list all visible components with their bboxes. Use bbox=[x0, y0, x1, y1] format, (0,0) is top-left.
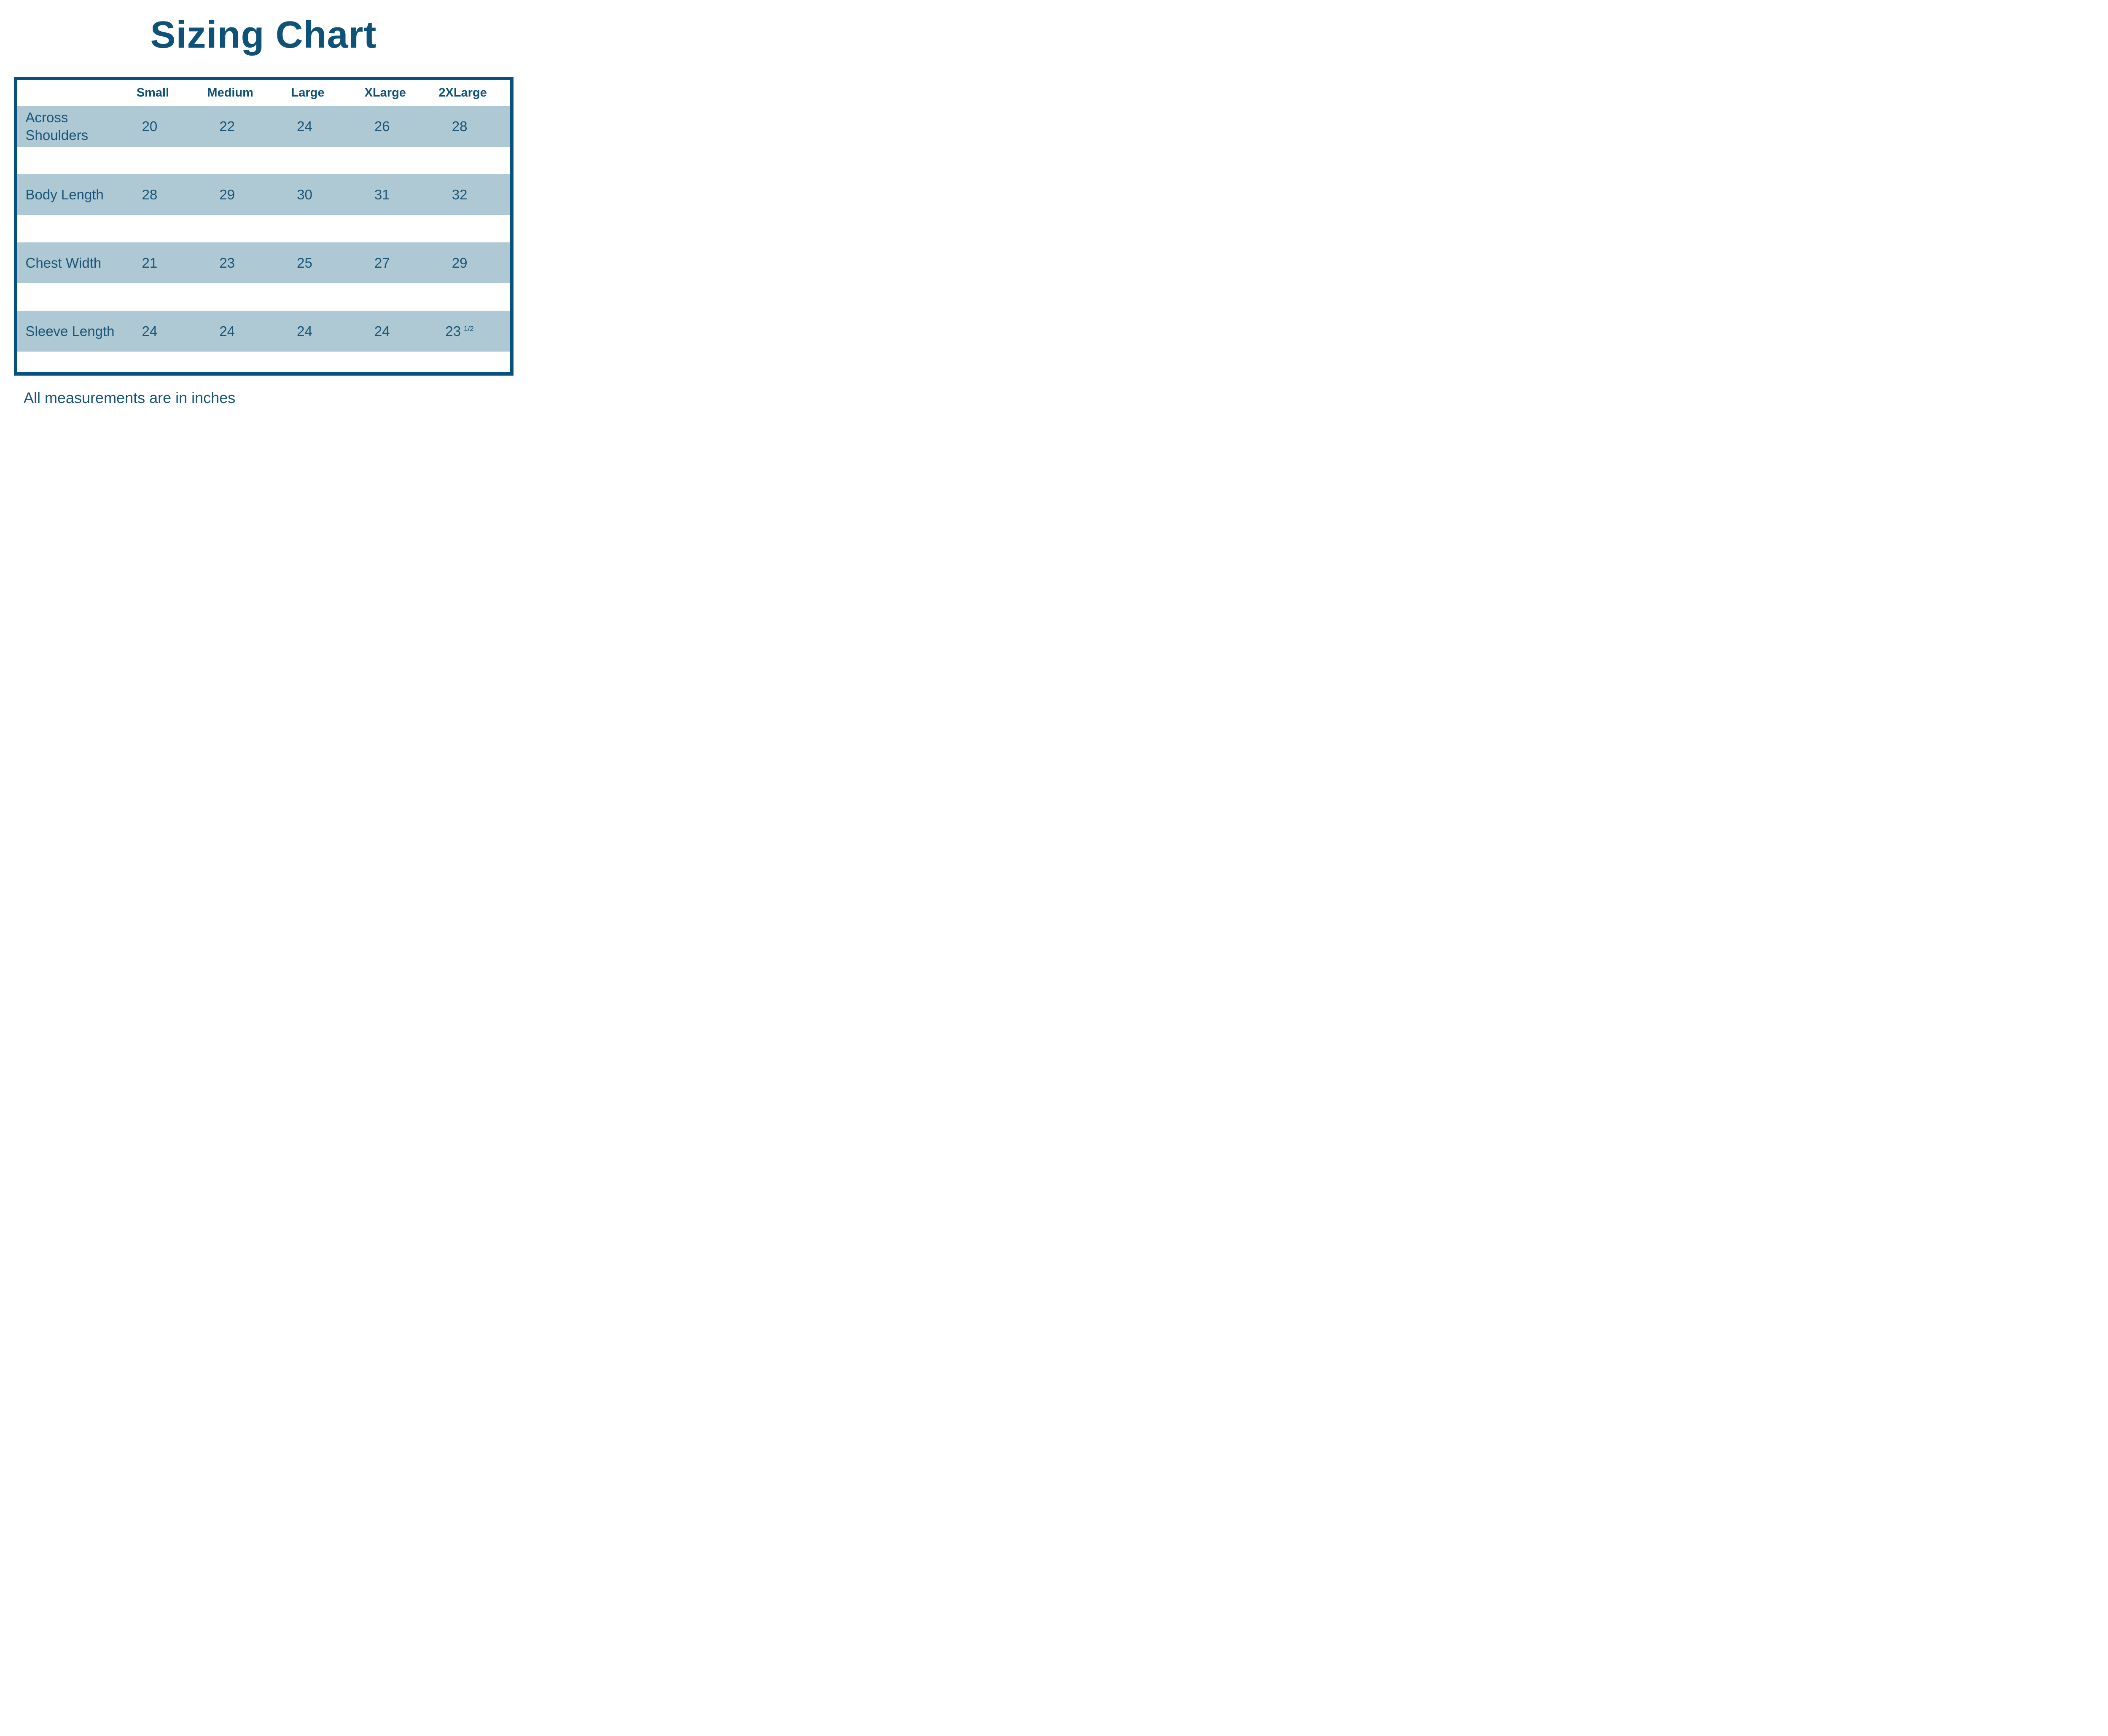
row-label: Body Length bbox=[25, 186, 104, 202]
size-cell: 24 bbox=[297, 323, 312, 339]
size-cell: 20 bbox=[142, 118, 158, 134]
footer-note: All measurements are in inches bbox=[24, 389, 236, 406]
column-header-medium: Medium bbox=[207, 86, 253, 99]
sizing-chart-page: Sizing Chart Small Medium Large XLarge 2… bbox=[0, 0, 527, 434]
size-cell: 24 bbox=[297, 118, 312, 134]
size-cell-fraction: 1/2 bbox=[464, 324, 474, 333]
size-cell: 29 bbox=[452, 255, 468, 271]
size-cell: 28 bbox=[142, 186, 158, 202]
column-header-large: Large bbox=[291, 86, 325, 99]
size-cell: 22 bbox=[219, 118, 235, 134]
size-cell: 27 bbox=[374, 255, 390, 271]
size-cell: 31 bbox=[374, 186, 390, 202]
size-cell: 28 bbox=[452, 118, 468, 134]
size-cell: 24 bbox=[374, 323, 390, 339]
size-cell: 32 bbox=[452, 186, 468, 202]
spacer-row bbox=[17, 283, 510, 311]
size-cell: 24 bbox=[142, 323, 158, 339]
row-label: Sleeve Length bbox=[25, 323, 115, 339]
spacer-row bbox=[17, 147, 510, 174]
spacer-row-bottom bbox=[17, 352, 510, 372]
size-cell-with-fraction: 23 1/2 bbox=[433, 323, 510, 339]
table-header-row: Small Medium Large XLarge 2XLarge bbox=[17, 80, 510, 106]
table-row-across-shoulders: Across Shoulders 20 22 24 26 28 bbox=[17, 106, 510, 147]
size-cell: 29 bbox=[219, 186, 235, 202]
size-cell: 26 bbox=[374, 118, 390, 134]
column-header-small: Small bbox=[136, 86, 169, 99]
table-row-body-length: Body Length 28 29 30 31 32 bbox=[17, 174, 510, 215]
column-header-xlarge: XLarge bbox=[364, 86, 406, 99]
size-cell: 21 bbox=[142, 255, 158, 271]
size-cell: 25 bbox=[297, 255, 312, 271]
size-cell: 24 bbox=[219, 323, 235, 339]
row-label: Across Shoulders bbox=[25, 110, 89, 143]
row-label: Chest Width bbox=[25, 255, 102, 271]
table-row-chest-width: Chest Width 21 23 25 27 29 bbox=[17, 242, 510, 283]
size-cell-base: 23 bbox=[445, 323, 461, 339]
table-row-sleeve-length: Sleeve Length 24 24 24 24 23 1/2 bbox=[17, 311, 510, 352]
size-cell: 23 bbox=[219, 255, 235, 271]
page-title: Sizing Chart bbox=[150, 14, 377, 56]
size-table: Small Medium Large XLarge 2XLarge Across… bbox=[13, 77, 514, 376]
spacer-row bbox=[17, 215, 510, 242]
column-header-2xlarge: 2XLarge bbox=[438, 86, 487, 99]
size-cell: 30 bbox=[297, 186, 312, 202]
